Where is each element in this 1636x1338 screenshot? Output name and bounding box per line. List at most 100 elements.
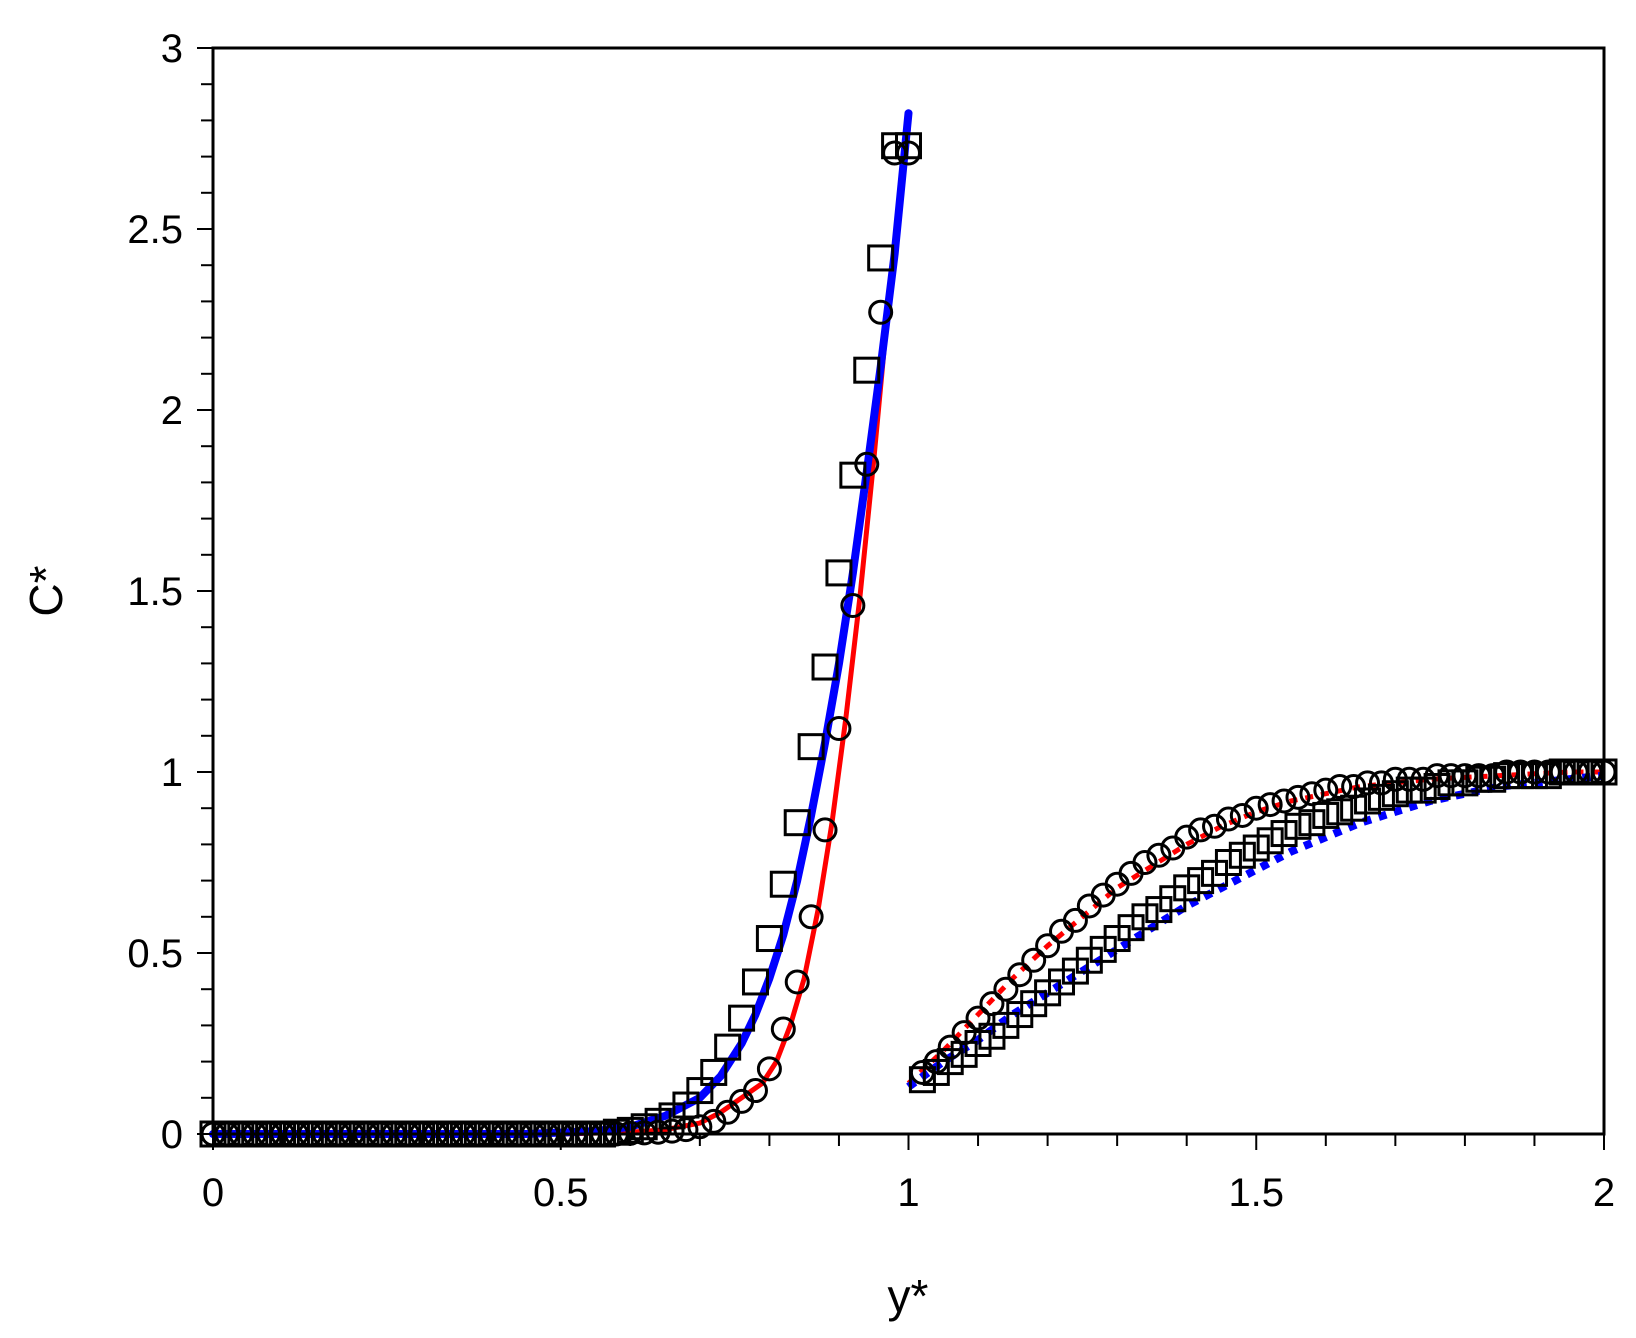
square-marker xyxy=(714,1033,742,1061)
square-marker xyxy=(1479,765,1507,793)
square-marker xyxy=(1187,867,1215,895)
square-marker xyxy=(1367,783,1395,811)
square-marker xyxy=(936,1048,964,1076)
square-marker xyxy=(741,968,769,996)
square-marker xyxy=(811,653,839,681)
square-marker xyxy=(1395,776,1423,804)
circle-marker xyxy=(756,1056,782,1082)
x-tick-label: 1.5 xyxy=(1228,1171,1284,1215)
square-marker xyxy=(1548,758,1576,786)
circle-marker xyxy=(993,976,1019,1002)
square-marker xyxy=(1562,758,1590,786)
circle-marker xyxy=(1215,806,1241,832)
square-marker xyxy=(1451,769,1479,797)
y-tick-label: 3 xyxy=(161,27,183,71)
red-solid-curve xyxy=(210,125,911,1137)
x-tick-label: 0.5 xyxy=(533,1171,589,1215)
square-marker xyxy=(728,1004,756,1032)
square-marker xyxy=(1354,787,1382,815)
circle-marker xyxy=(1257,792,1283,818)
x-tick-label: 2 xyxy=(1593,1171,1615,1215)
circle-marker xyxy=(979,991,1005,1017)
y-tick-label: 2.5 xyxy=(127,208,183,252)
square-marker xyxy=(1534,762,1562,790)
circle-marker xyxy=(1188,817,1214,843)
square-marker xyxy=(1465,765,1493,793)
circle-marker xyxy=(1243,795,1269,821)
circle-marker xyxy=(1313,777,1339,803)
circle-marker xyxy=(673,1117,699,1143)
square-marker xyxy=(1507,762,1535,790)
circle-marker xyxy=(1355,770,1381,796)
square-marker xyxy=(839,461,867,489)
square-marker xyxy=(825,559,853,587)
circle-marker xyxy=(701,1108,727,1134)
circle-marker xyxy=(1132,850,1158,875)
blue-dashed-curve xyxy=(906,771,1605,1091)
label-layer: y* C* xyxy=(20,565,929,1322)
square-marker xyxy=(630,1113,658,1141)
square-marker xyxy=(700,1058,728,1086)
circle-marker xyxy=(1035,933,1061,959)
tick-layer: 0 0.5 1 1.5 2 0 0.5 1 1.5 2 2.5 3 xyxy=(127,27,1615,1215)
square-marker xyxy=(1214,849,1242,876)
square-marker xyxy=(1256,827,1284,855)
circle-marker xyxy=(1285,784,1311,810)
square-marker xyxy=(1242,834,1270,862)
square-marker xyxy=(602,1118,630,1146)
square-marker xyxy=(1298,809,1326,837)
circle-marker xyxy=(1299,781,1325,807)
y-tick-label: 0.5 xyxy=(127,932,183,976)
circle-marker xyxy=(1271,788,1297,814)
circle-marker xyxy=(1062,907,1088,933)
circle-marker xyxy=(1007,962,1033,988)
x-axis-label: y* xyxy=(888,1270,929,1322)
square-marker xyxy=(867,244,895,272)
square-marker xyxy=(1270,820,1298,848)
x-tick-label: 1 xyxy=(897,1171,919,1215)
square-marker xyxy=(1437,769,1465,797)
circle-marker xyxy=(659,1118,685,1144)
circle-marker xyxy=(826,716,852,742)
square-marker xyxy=(672,1091,700,1119)
circle-marker xyxy=(1146,842,1172,868)
square-marker xyxy=(908,1066,936,1094)
square-marker xyxy=(881,132,909,160)
square-marker xyxy=(783,809,811,837)
square-marker xyxy=(1423,772,1451,800)
square-marker xyxy=(755,925,783,953)
circle-marker xyxy=(868,299,894,325)
circle-marker xyxy=(1229,802,1255,828)
circle-marker xyxy=(937,1034,963,1060)
square-marker xyxy=(1520,762,1548,790)
square-marker xyxy=(769,870,797,898)
circle-marker xyxy=(1174,824,1200,850)
circle-marker xyxy=(1021,947,1047,973)
circle-marker xyxy=(1202,813,1228,839)
circle-marker xyxy=(840,592,866,618)
square-marker xyxy=(686,1077,714,1105)
y-tick-label: 2 xyxy=(161,389,183,433)
circle-marker xyxy=(742,1078,768,1104)
square-marker xyxy=(853,356,881,384)
circle-marker xyxy=(770,1016,796,1042)
square-marker xyxy=(1284,812,1312,840)
square-marker xyxy=(1131,903,1159,931)
y-tick-label: 1 xyxy=(161,751,183,795)
square-marker xyxy=(1576,758,1604,786)
circle-marker xyxy=(1327,773,1353,799)
square-marker xyxy=(797,733,825,761)
circle-marker xyxy=(784,969,810,995)
square-marker xyxy=(1381,780,1409,808)
square-marker xyxy=(1228,841,1256,869)
circle-marker xyxy=(798,904,824,930)
circle-marker xyxy=(965,1005,991,1031)
square-marker xyxy=(1340,794,1368,822)
square-marker xyxy=(1493,762,1521,790)
y-tick-label: 0 xyxy=(161,1113,183,1157)
circle-marker xyxy=(812,817,838,843)
y-axis-label: C* xyxy=(20,565,72,616)
square-marker xyxy=(1409,776,1437,804)
